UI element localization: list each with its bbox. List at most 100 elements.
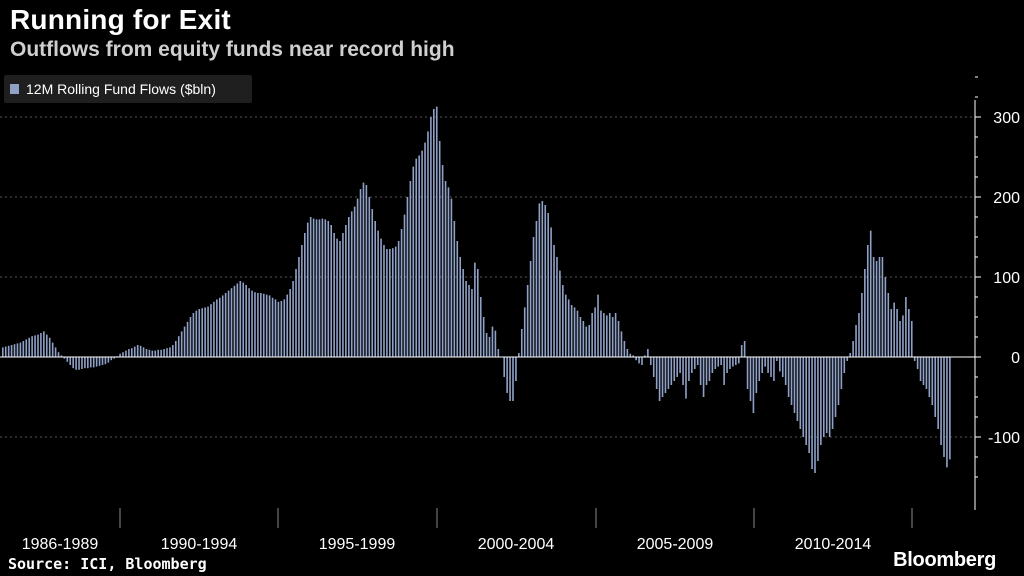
bar bbox=[761, 357, 764, 373]
y-axis-ticks: -100 0 100 200 300 bbox=[988, 110, 1020, 447]
bar bbox=[224, 293, 227, 357]
bar bbox=[661, 357, 664, 397]
bar bbox=[2, 347, 4, 357]
bar bbox=[556, 257, 558, 357]
bar bbox=[125, 350, 127, 357]
bar bbox=[655, 357, 658, 389]
bar bbox=[878, 257, 881, 357]
bar bbox=[78, 357, 80, 370]
bar bbox=[110, 357, 113, 361]
bar bbox=[776, 357, 778, 361]
bar bbox=[268, 295, 271, 357]
bar bbox=[559, 270, 561, 357]
bar bbox=[166, 348, 168, 357]
bar bbox=[433, 109, 435, 357]
bar bbox=[283, 299, 286, 357]
bar bbox=[726, 357, 728, 373]
bar bbox=[676, 357, 678, 377]
bar bbox=[758, 357, 761, 381]
bar bbox=[908, 309, 910, 357]
bar bbox=[122, 352, 124, 357]
bar bbox=[312, 218, 315, 357]
bar bbox=[887, 293, 890, 357]
bar bbox=[899, 321, 901, 357]
bar bbox=[729, 357, 731, 369]
bar bbox=[72, 357, 74, 369]
bar bbox=[304, 233, 306, 357]
bar bbox=[236, 283, 239, 357]
bar bbox=[811, 357, 813, 469]
bloomberg-logo: Bloomberg bbox=[893, 549, 996, 571]
bar bbox=[189, 317, 192, 357]
bar bbox=[119, 353, 121, 357]
bar bbox=[652, 357, 655, 377]
bar bbox=[63, 357, 66, 359]
bar bbox=[66, 357, 69, 362]
bar bbox=[245, 285, 247, 357]
bar bbox=[884, 277, 887, 357]
bar bbox=[837, 357, 840, 405]
bar bbox=[600, 310, 602, 357]
bar bbox=[198, 309, 201, 357]
bar bbox=[916, 357, 919, 369]
bar bbox=[708, 357, 711, 381]
bar bbox=[635, 357, 637, 361]
bar bbox=[931, 357, 934, 405]
bar bbox=[131, 348, 133, 357]
bar bbox=[10, 345, 13, 357]
bar bbox=[691, 357, 693, 373]
bar bbox=[459, 257, 462, 357]
chart-title: Running for Exit bbox=[10, 4, 231, 35]
bar bbox=[260, 293, 262, 357]
bar bbox=[869, 230, 872, 357]
bar bbox=[92, 357, 95, 368]
bar bbox=[515, 357, 517, 381]
bar bbox=[582, 321, 585, 357]
bar bbox=[714, 357, 717, 369]
bar bbox=[509, 357, 511, 401]
bar bbox=[7, 345, 10, 357]
bar bbox=[913, 357, 916, 361]
bar bbox=[57, 352, 60, 357]
bar bbox=[597, 294, 599, 357]
y-tick-label: -100 bbox=[988, 430, 1020, 447]
x-category-label: 2005-2009 bbox=[637, 536, 714, 553]
bar bbox=[544, 205, 547, 357]
bar bbox=[271, 297, 274, 357]
bar bbox=[233, 285, 236, 357]
bar bbox=[828, 357, 831, 437]
bar bbox=[441, 165, 444, 357]
bar bbox=[25, 339, 28, 357]
bar bbox=[186, 321, 189, 357]
bar bbox=[764, 357, 766, 367]
bar-series bbox=[2, 106, 951, 473]
bar bbox=[770, 357, 772, 377]
bar bbox=[95, 357, 98, 367]
bar bbox=[679, 357, 681, 373]
bar bbox=[133, 346, 136, 357]
bar bbox=[22, 341, 25, 357]
bar bbox=[670, 357, 673, 385]
bar bbox=[98, 357, 101, 366]
bar bbox=[755, 357, 758, 393]
bar bbox=[154, 350, 157, 357]
bar bbox=[315, 219, 318, 357]
bar bbox=[872, 257, 875, 357]
bar bbox=[201, 308, 203, 357]
bar bbox=[424, 142, 426, 357]
bar bbox=[825, 357, 828, 433]
bar bbox=[922, 357, 925, 385]
bar bbox=[81, 357, 83, 369]
bar bbox=[799, 357, 802, 429]
bar bbox=[685, 357, 687, 399]
bar bbox=[937, 357, 939, 429]
bar bbox=[606, 315, 608, 357]
bar bbox=[418, 155, 420, 357]
bar bbox=[518, 353, 520, 357]
bar bbox=[491, 326, 494, 357]
bar bbox=[861, 293, 863, 357]
bar bbox=[163, 349, 165, 357]
bar bbox=[213, 301, 215, 357]
bar bbox=[693, 357, 696, 369]
